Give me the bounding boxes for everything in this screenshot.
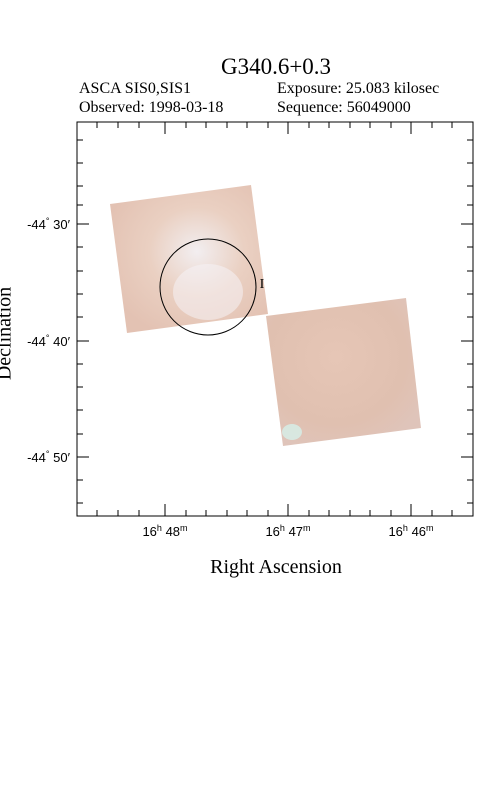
- cyan-spot: [282, 424, 302, 440]
- sequence-label: Sequence: 56049000: [277, 99, 411, 116]
- x-tick-label: 16h 46m: [388, 523, 433, 539]
- y-axis-label: Declination: [0, 286, 16, 381]
- observed-date: Observed: 1998-03-18: [79, 99, 224, 116]
- source-region-circle: [159, 238, 257, 336]
- x-tick-label: 16h 47m: [265, 523, 310, 539]
- exposure-label: Exposure: 25.083 kilosec: [277, 80, 440, 97]
- x-axis-ticks: [96, 122, 453, 516]
- instrument-label: ASCA SIS0,SIS1: [79, 80, 192, 97]
- y-tick-label: -44° 50′: [27, 449, 71, 465]
- plot-frame: [76, 121, 474, 517]
- position-marker: I: [260, 277, 265, 292]
- x-axis-label: Right Ascension: [210, 556, 342, 578]
- y-tick-label: -44° 40′: [27, 333, 71, 349]
- x-tick-label: 16h 48m: [142, 523, 187, 539]
- y-axis-ticks: [77, 139, 473, 504]
- y-tick-label: -44° 30′: [27, 216, 71, 232]
- bright-emission-region: [173, 264, 243, 320]
- plot-title: G340.6+0.3: [220, 54, 332, 79]
- sis1-chip-image: [266, 298, 421, 446]
